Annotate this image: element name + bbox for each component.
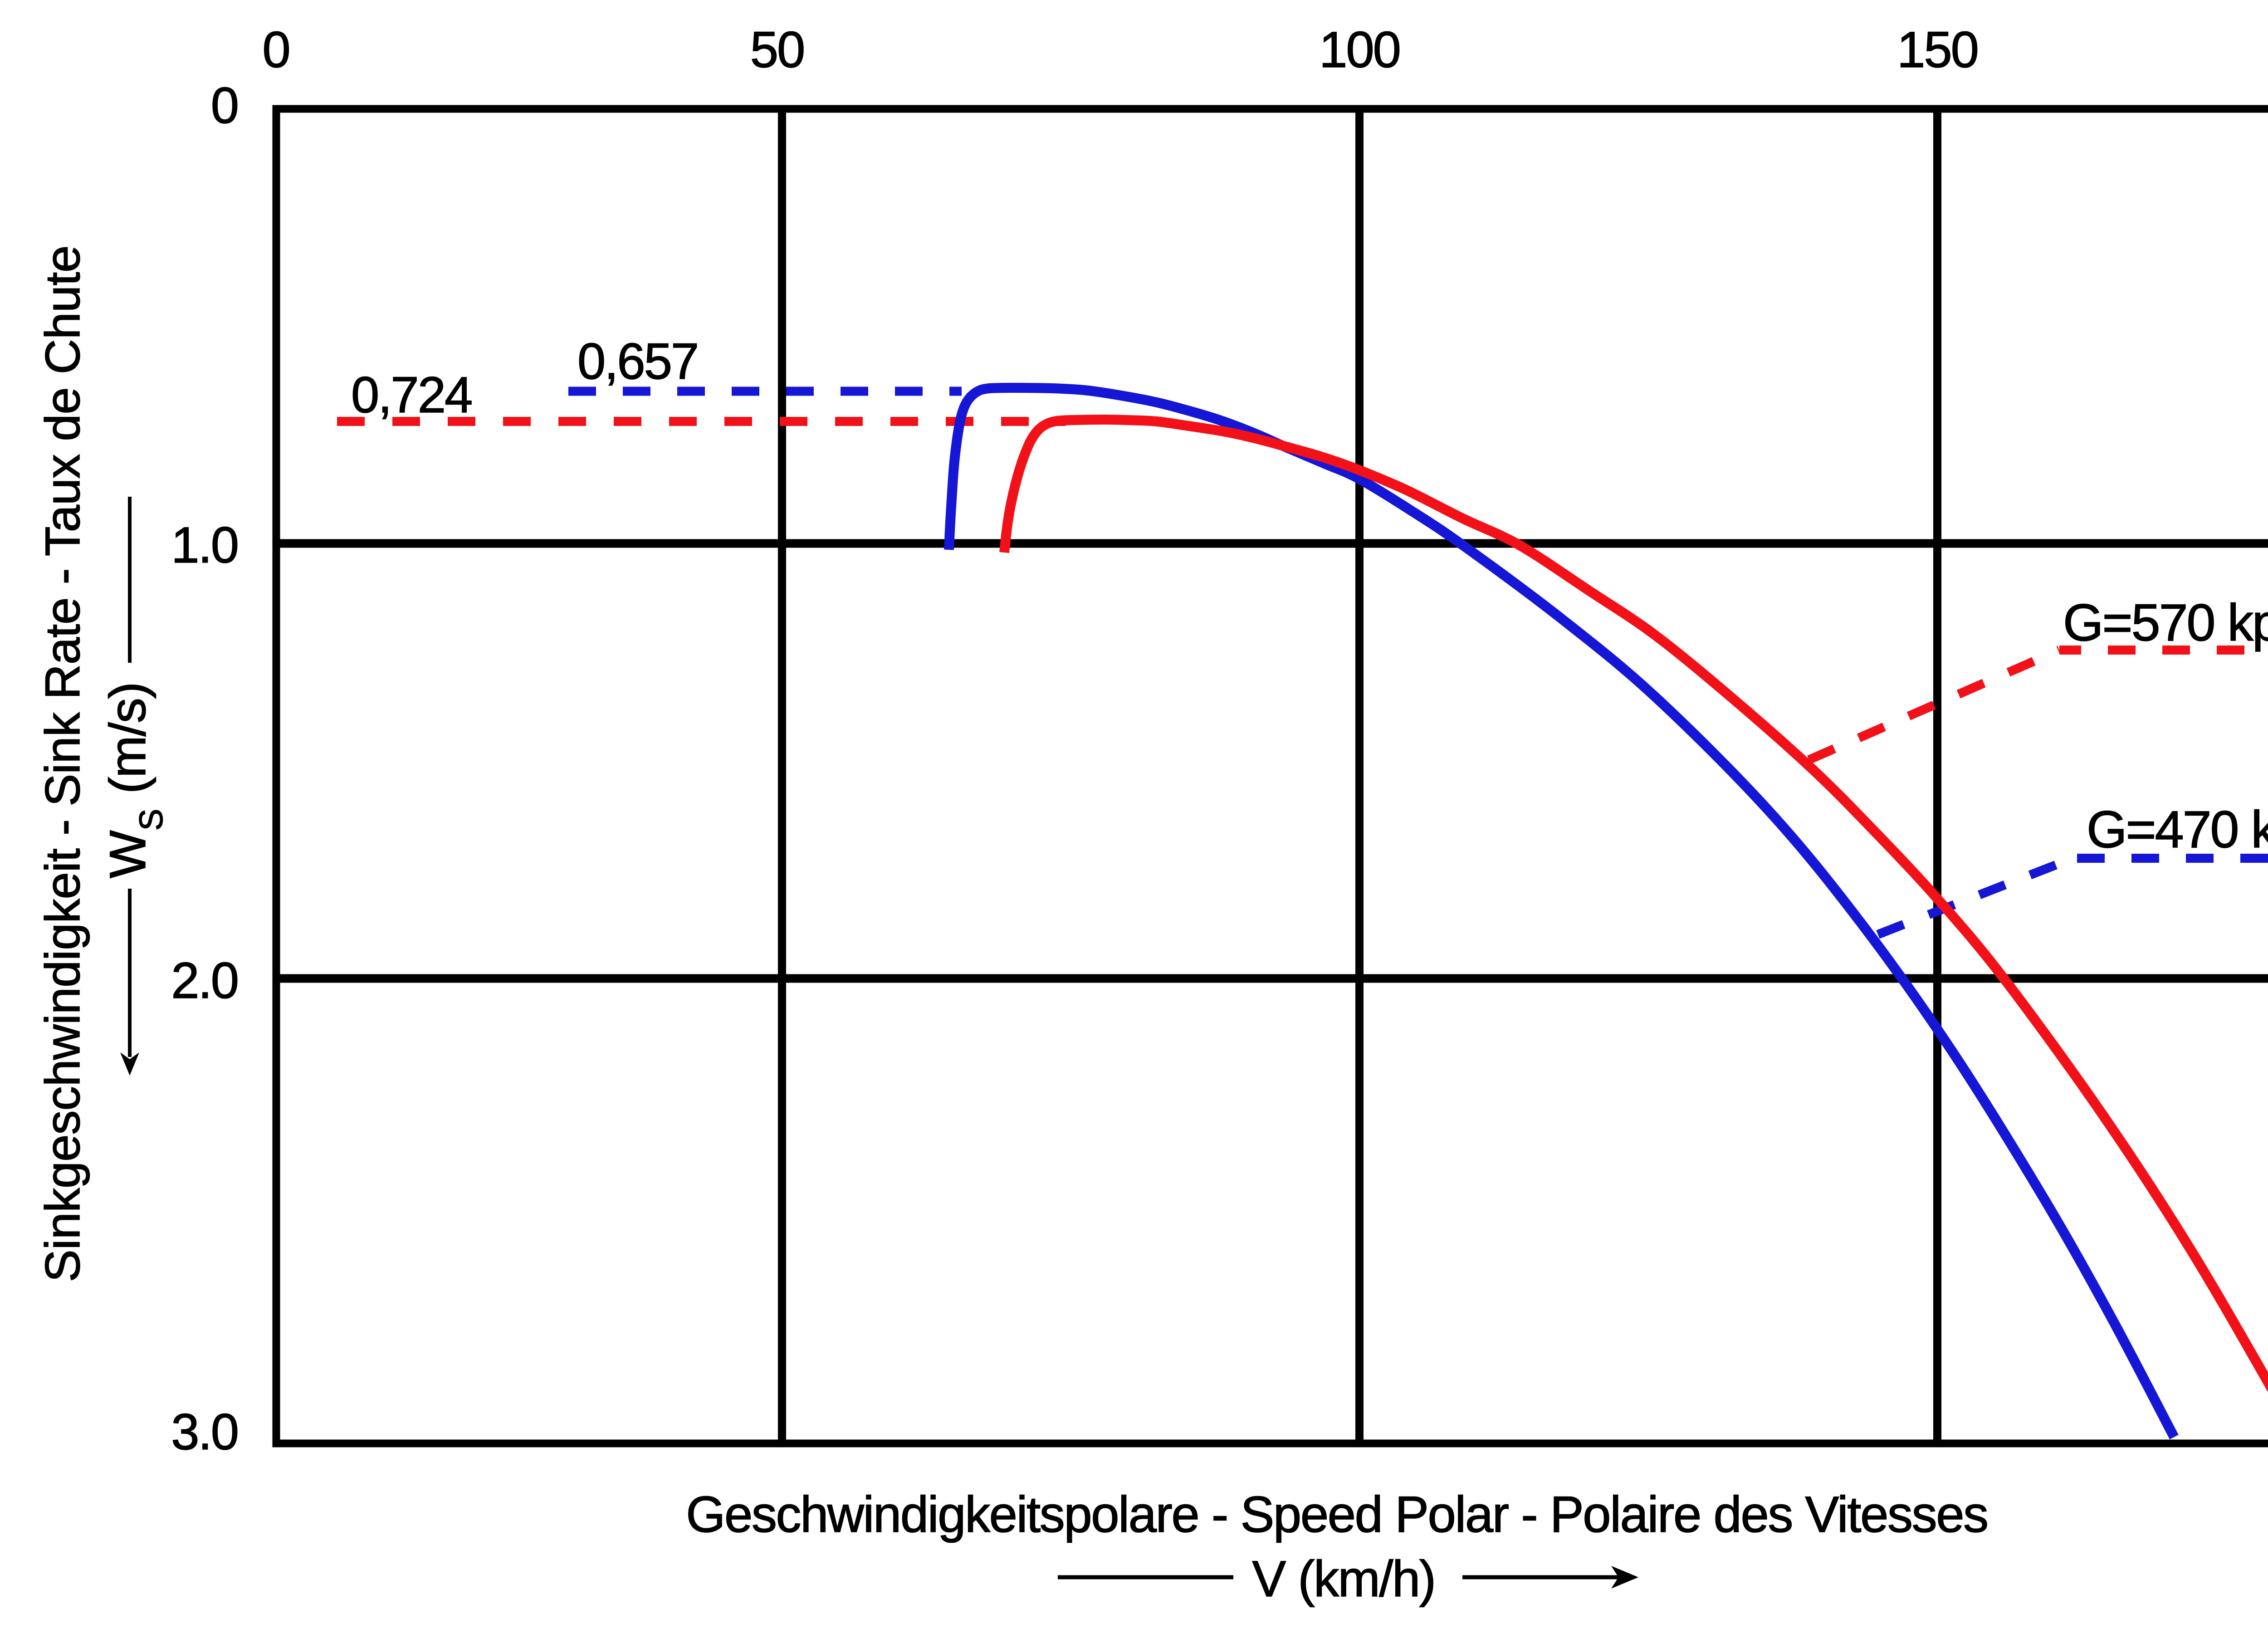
svg-text:50: 50 [750, 21, 804, 78]
svg-text:Sinkgeschwindigkeit - Sink Rat: Sinkgeschwindigkeit - Sink Rate - Taux d… [35, 246, 90, 1282]
svg-text:0: 0 [211, 77, 238, 134]
svg-text:G=570 kp: G=570 kp [2063, 594, 2268, 652]
svg-text:2.0: 2.0 [171, 952, 238, 1009]
svg-text:3.0: 3.0 [171, 1403, 238, 1460]
svg-text:0: 0 [262, 21, 289, 78]
svg-text:1.0: 1.0 [171, 517, 238, 573]
svg-text:150: 150 [1897, 21, 1978, 78]
svg-text:Geschwindigkeitspolare - Speed: Geschwindigkeitspolare - Speed Polar - P… [686, 1486, 1987, 1543]
svg-text:100: 100 [1319, 21, 1400, 78]
svg-text:(m/s): (m/s) [99, 683, 156, 794]
svg-text:G=470 kp: G=470 kp [2087, 801, 2268, 859]
svg-text:S: S [133, 809, 170, 831]
svg-text:0,724: 0,724 [351, 367, 472, 423]
svg-text:0,657: 0,657 [577, 333, 698, 390]
svg-text:W: W [99, 830, 156, 878]
svg-text:V (km/h): V (km/h) [1252, 1550, 1435, 1607]
